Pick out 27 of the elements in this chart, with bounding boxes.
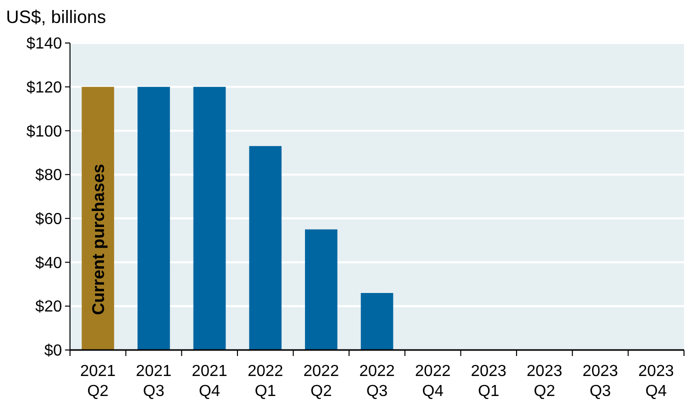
x-tick-label: 2023 Q3 xyxy=(582,363,618,400)
y-tick-label: $60 xyxy=(35,211,62,228)
y-tick-label: $20 xyxy=(35,298,62,316)
y-tick-label: $140 xyxy=(26,36,62,53)
y-tick-label: $40 xyxy=(35,254,62,272)
x-tick-label: 2021 Q3 xyxy=(136,363,172,400)
x-tick-label: 2021 Q4 xyxy=(192,363,228,400)
y-tick-label: $120 xyxy=(26,79,62,96)
bar xyxy=(82,86,114,350)
bar xyxy=(304,229,338,350)
x-tick-label: 2022 Q3 xyxy=(359,363,395,400)
y-tick-label: $80 xyxy=(35,167,62,184)
x-tick-label: 2022 Q2 xyxy=(303,363,340,400)
x-tick-label: 2023 Q2 xyxy=(526,363,562,400)
x-tick-label: 2021 Q2 xyxy=(80,363,116,400)
y-tick-label: $100 xyxy=(26,123,62,140)
x-tick-label: 2022 Q4 xyxy=(415,363,451,400)
bar xyxy=(193,86,226,350)
bar xyxy=(249,146,282,350)
y-axis-title: US$, billions xyxy=(6,7,106,27)
bar xyxy=(138,86,170,350)
x-tick-label: 2022 Q1 xyxy=(248,363,284,400)
x-tick-label: 2023 Q4 xyxy=(638,363,674,400)
annotation: Current purchases xyxy=(88,164,108,316)
y-tick-label: $0 xyxy=(44,342,62,360)
bar xyxy=(360,292,394,350)
x-tick-label: 2023 Q1 xyxy=(470,363,507,400)
